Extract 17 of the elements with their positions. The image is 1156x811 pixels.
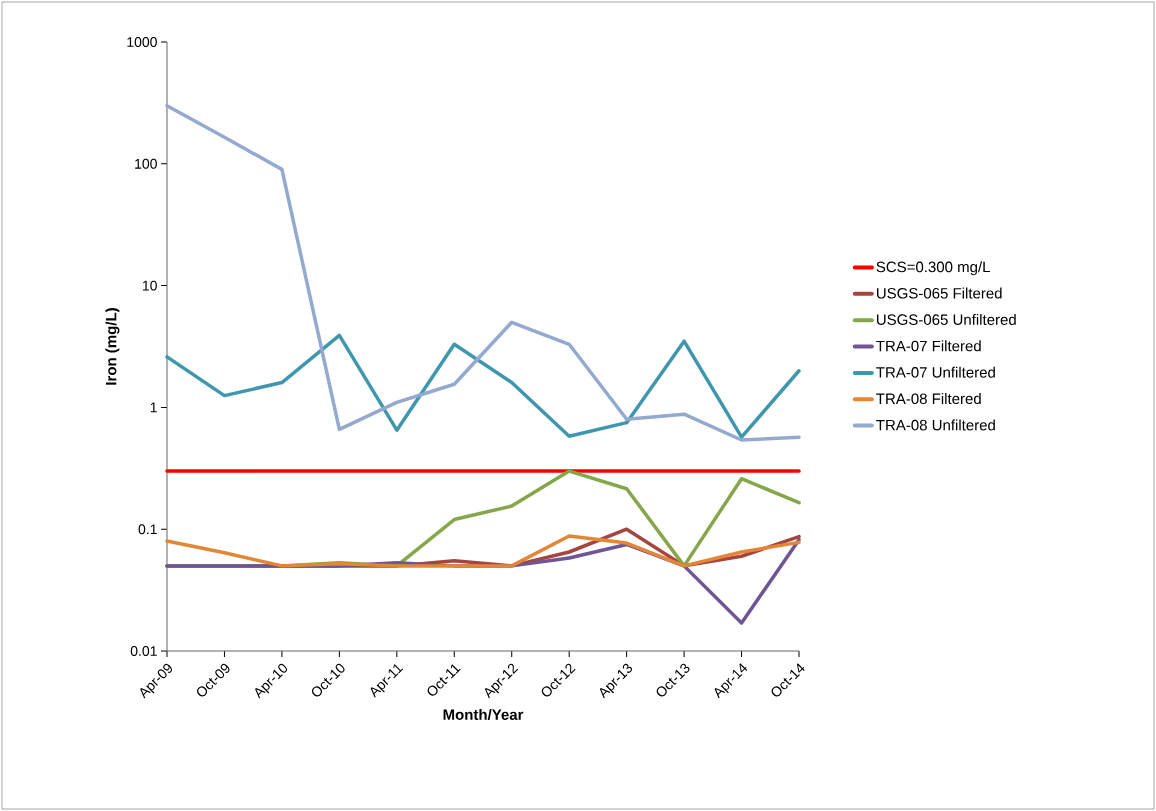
y-tick-label: 100 — [135, 158, 157, 169]
y-tick-label: 10 — [142, 280, 157, 291]
line-series — [165, 333, 801, 439]
legend-label: USGS-065 Filtered — [877, 287, 1002, 299]
y-tick-label: 1 — [150, 402, 157, 413]
legend-label: SCS=0.300 mg/L — [876, 261, 990, 276]
x-axis-title: Month/Year — [443, 708, 524, 721]
legend-label: TRA-07 Filtered — [876, 340, 981, 352]
y-tick-label: 0.1 — [138, 524, 157, 535]
line-series — [165, 103, 801, 442]
y-axis-title: Iron (mg/L) — [105, 308, 120, 385]
y-tick-label: 0.01 — [130, 646, 157, 656]
legend-label: TRA-07 Unfiltered — [876, 366, 995, 378]
legend-label: TRA-08 Unfiltered — [876, 419, 995, 431]
legend-label: USGS-065 Unfiltered — [877, 313, 1016, 325]
legend-label: TRA-08 Filtered — [876, 393, 981, 405]
y-tick-label: 1000 — [127, 37, 157, 47]
